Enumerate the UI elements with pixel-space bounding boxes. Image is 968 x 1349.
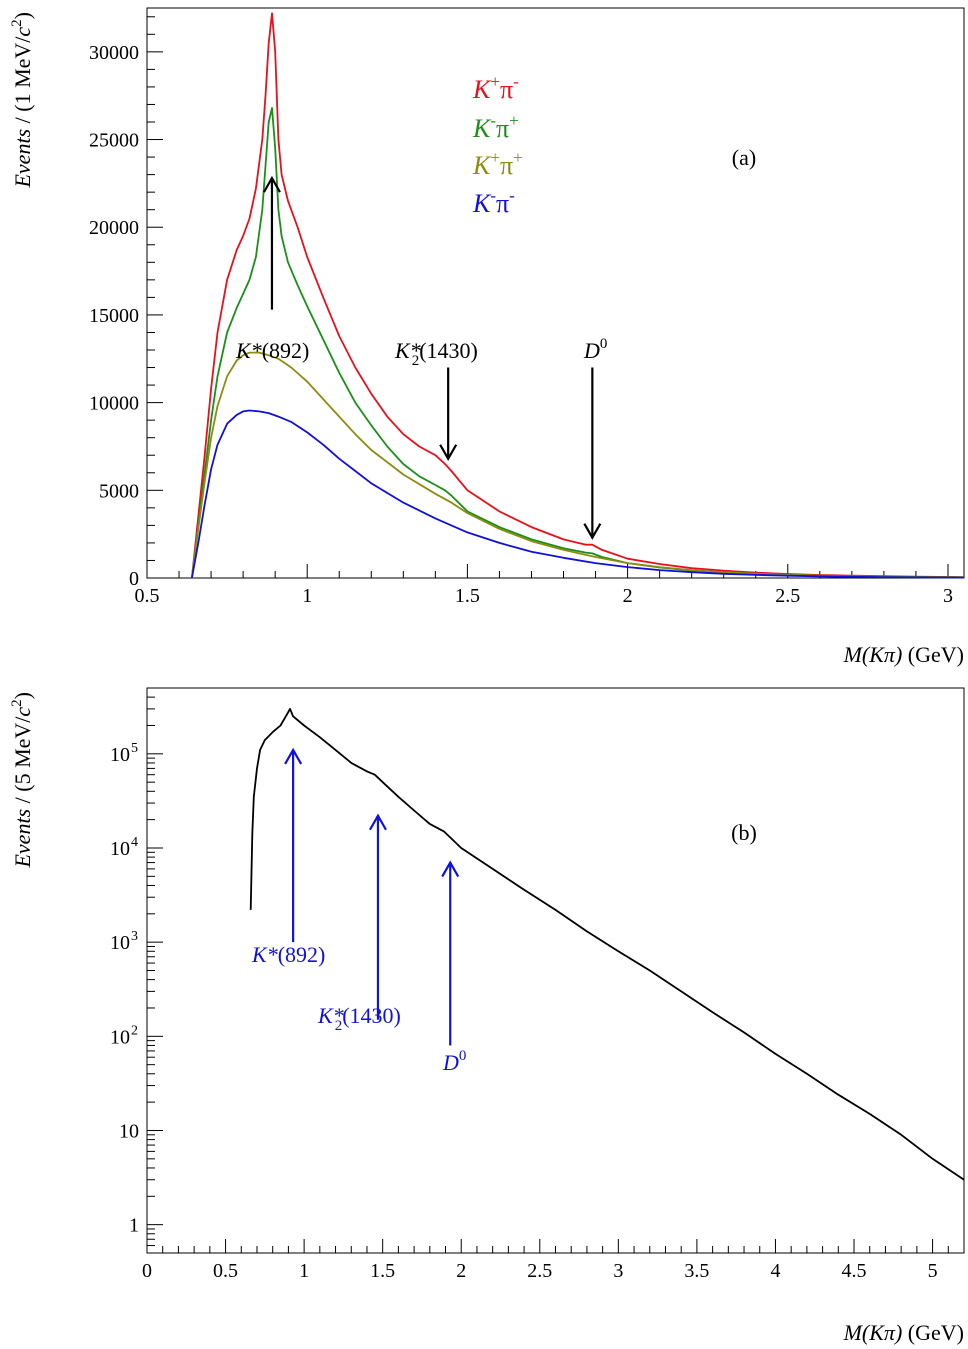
series-line-3	[191, 409, 965, 579]
annotation-label-k2star1430: K*2(1430)	[317, 1003, 401, 1034]
y-axis-label: Events / (1 MeV/c2)	[9, 12, 35, 189]
x-tick-label: 2	[623, 585, 633, 607]
series-line-0	[249, 708, 965, 1181]
panel-a: 0.5 1 1.5 2 2.5 3 0 5000 10000 15000 20000 25000 300…	[9, 7, 965, 667]
y-tick-label: 25000	[89, 130, 139, 152]
x-tick-label: 2.5	[775, 585, 800, 607]
y-tick-exponent: 2	[131, 1023, 138, 1038]
legend-entry-1: K-π+	[472, 111, 519, 143]
x-tick-label: 1.5	[370, 1260, 395, 1282]
panel-label: (b)	[731, 820, 757, 845]
annotation-label-kstar892: K*(892)	[235, 338, 309, 363]
y-tick-label: 10	[110, 838, 130, 860]
x-tick-label: 2	[456, 1260, 466, 1282]
x-axis-label: M(Kπ) (GeV)	[843, 642, 964, 667]
y-tick-label: 10	[110, 932, 130, 954]
annotation-label-kstar892: K*(892)	[251, 942, 325, 967]
x-tick-label: 1	[299, 1260, 309, 1282]
x-tick-label: 4.5	[842, 1260, 867, 1282]
y-axis-label: Events / (5 MeV/c2)	[9, 692, 35, 869]
plot-frame	[146, 687, 965, 1254]
y-tick-exponent: 4	[131, 835, 138, 850]
panel-label: (a)	[732, 145, 756, 170]
x-tick-label: 1	[302, 585, 312, 607]
series-line-0	[191, 12, 965, 579]
annotation-arrowhead-d0	[441, 860, 460, 878]
y-tick-label: 10	[110, 1026, 130, 1048]
x-tick-label: 4	[770, 1260, 780, 1282]
x-tick-label: 2.5	[527, 1260, 552, 1282]
y-tick-exponent: 3	[131, 929, 138, 944]
legend-entry-2: K+π+	[472, 148, 523, 180]
y-tick-label: 15000	[89, 305, 139, 327]
y-tick-label: 1	[129, 1215, 139, 1237]
x-tick-label: 0.5	[213, 1260, 238, 1282]
annotation-arrowhead-kstar892	[284, 747, 303, 765]
y-tick-label: 10	[119, 1120, 139, 1142]
y-tick-exponent: 5	[131, 741, 138, 756]
y-tick-label: 5000	[99, 480, 139, 502]
x-tick-label: 3	[943, 585, 953, 607]
y-tick-label: 0	[129, 568, 139, 590]
legend-entry-0: K+π-	[472, 72, 519, 104]
y-tick-label: 20000	[89, 217, 139, 239]
x-tick-label: 0.5	[135, 585, 160, 607]
plot-frame	[146, 7, 965, 579]
x-tick-label: 3.5	[684, 1260, 709, 1282]
x-tick-label: 0	[142, 1260, 152, 1282]
annotation-label-d0: D0	[442, 1048, 466, 1075]
x-axis-label: M(Kπ) (GeV)	[843, 1320, 964, 1345]
y-tick-label: 30000	[89, 42, 139, 64]
x-tick-label: 3	[613, 1260, 623, 1282]
annotation-label-k2star1430: K*2(1430)	[394, 338, 478, 369]
y-tick-label: 10000	[89, 393, 139, 415]
x-tick-label: 1.5	[455, 585, 480, 607]
legend-entry-3: K-π-	[472, 186, 515, 218]
annotation-arrowhead-k2star1430	[369, 813, 387, 831]
annotation-label-d0: D0	[583, 336, 607, 363]
annotation-arrowhead-k2star1430	[439, 444, 458, 461]
series-line-2	[191, 351, 965, 579]
annotation-arrowhead-d0	[583, 523, 602, 540]
x-tick-label: 5	[928, 1260, 938, 1282]
annotation-arrowhead-kstar892	[262, 175, 281, 193]
y-tick-label: 10	[110, 744, 130, 766]
